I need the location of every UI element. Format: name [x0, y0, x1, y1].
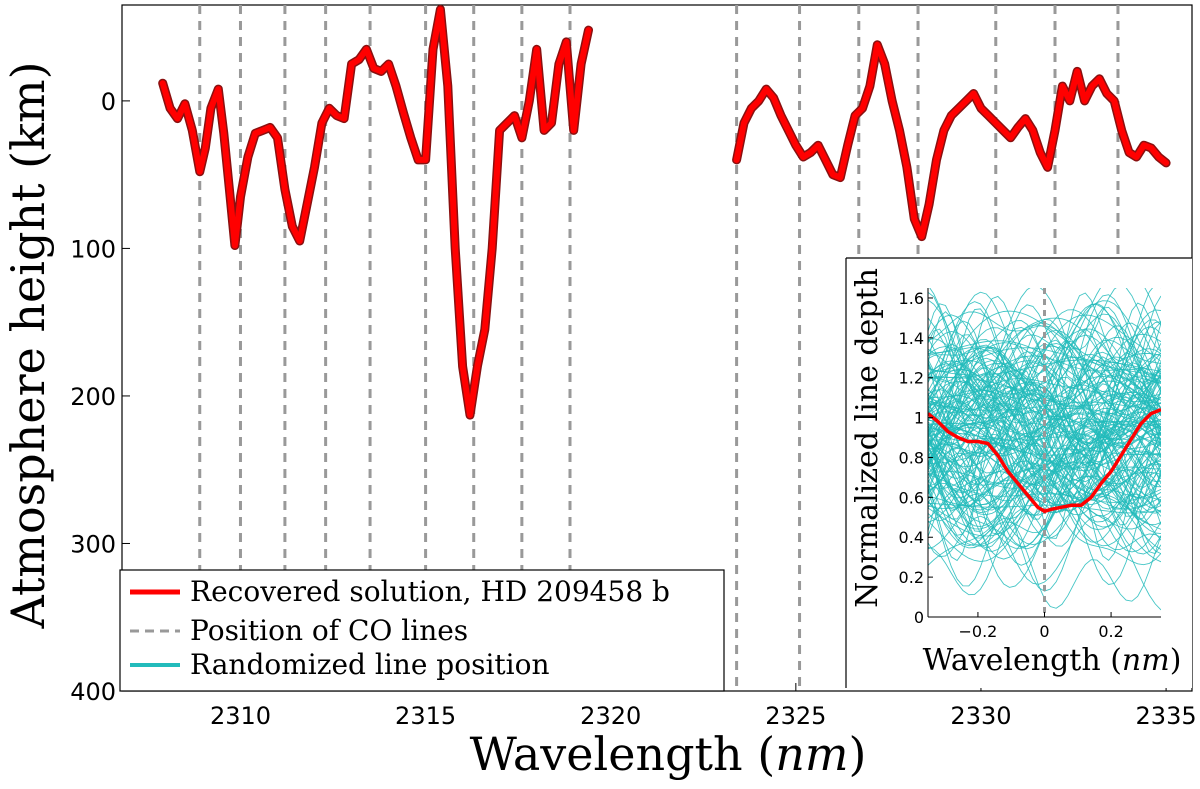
inset-y-tick-label-3: 0.6 [899, 488, 924, 507]
x-tick-label-0: 2310 [210, 702, 271, 730]
inset-recovered-series [928, 407, 1161, 514]
inset-y-tick-label-8: 1.6 [899, 289, 924, 308]
random-curve-90 [928, 314, 1161, 465]
random-curve-135 [928, 402, 1161, 506]
random-curve-113 [928, 395, 1161, 489]
inset-y-tick-label-6: 1.2 [899, 369, 924, 388]
legend-label-randomized: Randomized line position [190, 648, 550, 681]
inset-x-tick-label-2: 0.2 [1098, 622, 1123, 641]
random-curve-91 [928, 419, 1161, 441]
inset-y-axis-label: Normalized line depth [850, 268, 885, 608]
random-curve-81 [928, 389, 1161, 426]
random-curve-72 [928, 429, 1161, 566]
inset-chart: −0.2 0 0.2 0 0.2 0.4 0.6 0.8 1 1.2 1.4 1.6 Waveleng… [845, 257, 1192, 688]
inset-y-tick-label-5: 1 [914, 409, 924, 428]
y-tick-label-3: 300 [70, 530, 116, 558]
inset-y-tick-label-2: 0.4 [899, 528, 924, 547]
random-curve-111 [928, 400, 1161, 596]
random-curve-156 [928, 417, 1161, 514]
recovered-segment-1 [733, 41, 1170, 240]
inset-y-tick-label-7: 1.4 [899, 329, 924, 348]
x-tick-label-5: 2335 [1136, 702, 1197, 730]
inset-x-tick-label-0: −0.2 [958, 622, 997, 641]
inset-axis-ticks: −0.2 0 0.2 0 0.2 0.4 0.6 0.8 1 1.2 1.4 1.6 [899, 289, 1124, 641]
x-tick-label-4: 2330 [950, 702, 1011, 730]
legend-label-co-lines: Position of CO lines [190, 614, 468, 647]
inset-y-tick-label-0: 0 [914, 608, 924, 627]
inset-y-tick-label-1: 0.2 [899, 568, 924, 587]
recovered-segment-0 [159, 6, 592, 419]
y-tick-label-2: 200 [70, 383, 116, 411]
random-curve-25 [928, 288, 1161, 409]
random-curve-19 [928, 474, 1161, 503]
random-curve-31 [928, 447, 1161, 549]
inset-x-axis-label: Wavelength (nm) [923, 643, 1182, 678]
legend-label-recovered: Recovered solution, HD 209458 b [190, 575, 670, 608]
random-curve-71 [928, 446, 1161, 611]
legend: Recovered solution, HD 209458 b Position… [119, 569, 725, 692]
random-curve-53 [928, 469, 1161, 516]
x-tick-label-2: 2320 [580, 702, 641, 730]
y-axis-label: Atmosphere height (km) [1, 61, 55, 629]
inset-random-curves [928, 288, 1161, 611]
x-tick-label-1: 2315 [395, 702, 456, 730]
recovered-solution-series [158, 4, 1171, 420]
random-curve-124 [928, 327, 1161, 491]
inset-recovered-line [928, 407, 1161, 514]
random-curve-64 [928, 360, 1161, 541]
random-curve-107 [928, 463, 1161, 522]
inset-y-tick-label-4: 0.8 [899, 448, 924, 467]
y-tick-label-4: 400 [70, 678, 116, 706]
y-tick-label-0: 0 [101, 88, 116, 116]
legend-box [119, 569, 725, 692]
random-curve-144 [928, 362, 1161, 421]
random-curve-79 [928, 413, 1161, 592]
random-curve-158 [928, 347, 1161, 377]
x-axis-label: Wavelength (nm) [470, 727, 867, 781]
x-tick-label-3: 2325 [765, 702, 826, 730]
y-tick-label-1: 100 [70, 235, 116, 263]
inset-x-tick-label-1: 0 [1039, 622, 1049, 641]
